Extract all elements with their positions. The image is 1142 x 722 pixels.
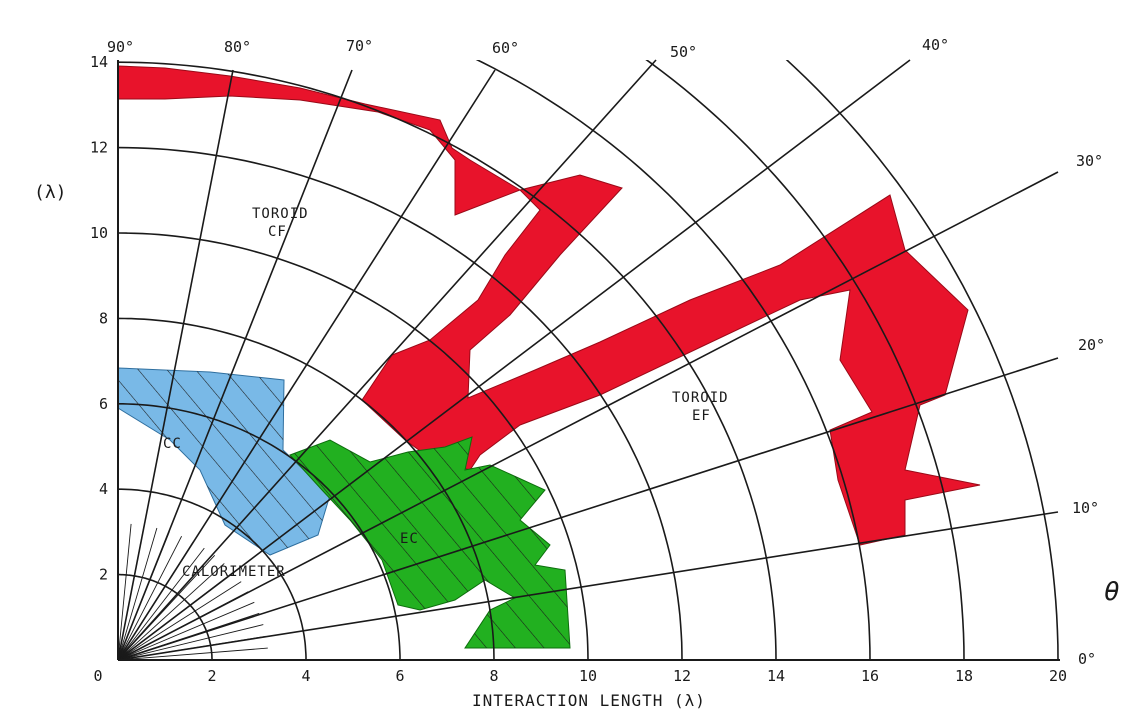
range-arc-8 bbox=[118, 317, 495, 661]
cc-label: CC bbox=[163, 436, 182, 452]
y-tick-label: 8 bbox=[99, 309, 108, 327]
fan-line bbox=[117, 563, 225, 661]
range-arc-14 bbox=[118, 61, 777, 661]
range-arc-20 bbox=[785, 60, 1059, 661]
inner-fan-lines bbox=[117, 523, 268, 661]
x-tick-label: 12 bbox=[673, 667, 691, 685]
angle-label-20: 20° bbox=[1078, 336, 1105, 354]
angle-labels: 0° 10° 20° 30° 40° 50° 60° 70° 80° 90° bbox=[107, 36, 1105, 668]
toroid-ef-label-1: TOROID bbox=[672, 390, 729, 406]
y-tick-label: 4 bbox=[99, 480, 108, 498]
y-tick-label: 12 bbox=[90, 139, 108, 157]
ec-label: EC bbox=[400, 531, 419, 547]
x-tick-label: 0 bbox=[93, 667, 102, 685]
angle-label-80: 80° bbox=[224, 38, 251, 56]
ec-region bbox=[289, 436, 571, 649]
fan-line bbox=[117, 535, 183, 661]
angle-label-40: 40° bbox=[922, 36, 949, 54]
angle-ray-30 bbox=[117, 171, 1059, 661]
range-arc-6 bbox=[118, 403, 401, 660]
fan-line bbox=[117, 647, 268, 661]
x-tick-label: 8 bbox=[489, 667, 498, 685]
toroid-cf-label-1: TOROID bbox=[252, 206, 309, 222]
fan-line bbox=[117, 571, 234, 661]
fan-line bbox=[117, 591, 249, 661]
x-tick-label: 2 bbox=[207, 667, 216, 685]
y-tick-label: 6 bbox=[99, 395, 108, 413]
fan-line bbox=[117, 554, 216, 661]
x-tick-label: 14 bbox=[767, 667, 785, 685]
angle-label-60: 60° bbox=[492, 39, 519, 57]
y-tick-label: 2 bbox=[99, 566, 108, 584]
y-tick-label: 10 bbox=[90, 224, 108, 242]
fan-line bbox=[117, 541, 194, 661]
fan-line bbox=[117, 635, 267, 661]
cc-region bbox=[117, 367, 331, 556]
fan-line bbox=[117, 527, 158, 661]
fan-line bbox=[117, 624, 264, 661]
x-axis-label: INTERACTION LENGTH (λ) bbox=[472, 691, 706, 710]
angle-label-50: 50° bbox=[670, 43, 697, 61]
angle-label-10: 10° bbox=[1072, 499, 1099, 517]
toroid-top-arc bbox=[117, 65, 522, 216]
x-tick-label: 16 bbox=[861, 667, 879, 685]
range-arc-18 bbox=[645, 60, 965, 661]
angle-ray-40 bbox=[117, 59, 911, 661]
angle-label-0: 0° bbox=[1078, 650, 1096, 668]
theta-label: θ bbox=[1104, 577, 1120, 607]
range-arc-12 bbox=[118, 146, 683, 661]
angle-ray-10 bbox=[117, 511, 1059, 661]
y-tick-labels: 2 4 6 8 10 12 14 bbox=[90, 53, 108, 583]
angle-label-30: 30° bbox=[1076, 152, 1103, 170]
range-arc-16 bbox=[475, 60, 871, 661]
range-arc-10 bbox=[118, 232, 589, 661]
angle-label-90: 90° bbox=[107, 38, 134, 56]
y-tick-label: 14 bbox=[90, 53, 108, 71]
range-arc-4 bbox=[118, 488, 307, 660]
fan-line bbox=[117, 523, 132, 661]
calorimeter-label: CALORIMETER bbox=[182, 564, 286, 580]
fan-line bbox=[117, 547, 205, 661]
toroid-cf-label-2: CF bbox=[268, 224, 287, 240]
x-tick-label: 4 bbox=[301, 667, 310, 685]
x-tick-label: 10 bbox=[579, 667, 597, 685]
toroid-ef-label-2: EF bbox=[692, 408, 711, 424]
fan-line bbox=[117, 601, 255, 661]
fan-line bbox=[117, 581, 242, 661]
x-tick-label: 20 bbox=[1049, 667, 1067, 685]
y-axis-label: (λ) bbox=[34, 182, 67, 203]
fan-line bbox=[117, 531, 170, 661]
x-tick-labels: 0 2 4 6 8 10 12 14 16 18 20 bbox=[93, 667, 1067, 685]
fan-line bbox=[117, 525, 145, 661]
fan-line bbox=[117, 612, 260, 661]
angle-label-70: 70° bbox=[346, 37, 373, 55]
x-tick-label: 18 bbox=[955, 667, 973, 685]
x-tick-label: 6 bbox=[395, 667, 404, 685]
angle-ray-20 bbox=[117, 357, 1059, 661]
toroid-regions bbox=[117, 65, 981, 546]
angle-ray-50 bbox=[117, 59, 657, 661]
